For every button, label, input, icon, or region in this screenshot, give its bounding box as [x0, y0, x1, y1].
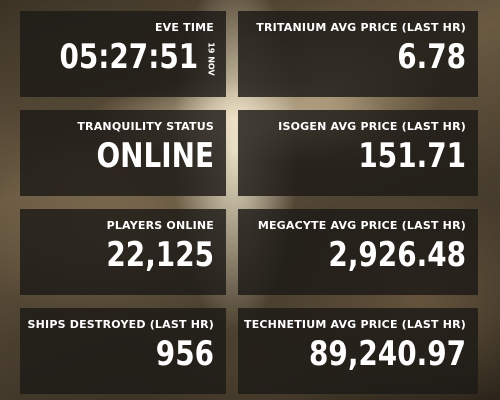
tile-technetium-price: TECHNETIUM AVG PRICE (LAST HR) 89,240.97: [238, 308, 478, 394]
tritanium-price-value: 6.78: [397, 37, 466, 77]
technetium-price-label: TECHNETIUM AVG PRICE (LAST HR): [243, 318, 466, 331]
megacyte-price-value: 2,926.48: [328, 235, 466, 275]
tranquility-status-value: ONLINE: [96, 136, 214, 176]
eve-date-text: 19 NOV: [206, 42, 216, 76]
technetium-price-value: 89,240.97: [309, 334, 466, 374]
tile-megacyte-price: MEGACYTE AVG PRICE (LAST HR) 2,926.48: [238, 209, 478, 295]
tile-players-online: PLAYERS ONLINE 22,125: [20, 209, 226, 295]
players-online-label: PLAYERS ONLINE: [106, 219, 214, 232]
eve-date: 19 NOV: [204, 41, 218, 77]
tile-tranquility-status: TRANQUILITY STATUS ONLINE: [20, 110, 226, 196]
megacyte-price-label: MEGACYTE AVG PRICE (LAST HR): [257, 219, 466, 232]
ships-destroyed-label: SHIPS DESTROYED (LAST HR): [27, 318, 214, 331]
tranquility-status-label: TRANQUILITY STATUS: [77, 120, 214, 133]
tile-ships-destroyed: SHIPS DESTROYED (LAST HR) 956: [20, 308, 226, 394]
eve-time-value: 05:27:51: [59, 37, 198, 77]
players-online-value: 22,125: [106, 235, 214, 275]
tile-isogen-price: ISOGEN AVG PRICE (LAST HR) 151.71: [238, 110, 478, 196]
eve-time-row: 05:27:51 19 NOV: [20, 35, 215, 77]
tile-eve-time: EVE TIME 05:27:51 19 NOV: [20, 11, 226, 97]
tritanium-price-label: TRITANIUM AVG PRICE (LAST HR): [256, 21, 466, 34]
isogen-price-value: 151.71: [358, 136, 466, 176]
eve-time-label: EVE TIME: [154, 21, 214, 34]
ships-destroyed-value: 956: [155, 334, 214, 374]
isogen-price-label: ISOGEN AVG PRICE (LAST HR): [278, 120, 466, 133]
tile-tritanium-price: TRITANIUM AVG PRICE (LAST HR) 6.78: [238, 11, 478, 97]
